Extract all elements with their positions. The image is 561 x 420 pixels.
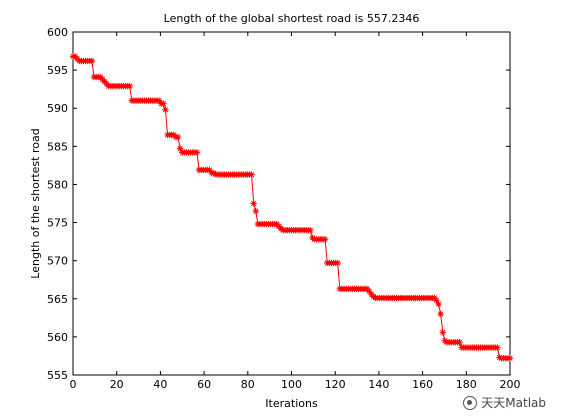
x-tick-label: 60 [197, 378, 211, 391]
y-tick-label: 580 [47, 178, 68, 191]
data-point [307, 226, 314, 234]
y-ticks: 555 560 565 570 575 580 585 590 595 600 [47, 26, 510, 382]
data-point [126, 82, 133, 90]
wechat-icon [463, 395, 478, 410]
data-point [162, 106, 169, 113]
y-tick-label: 600 [47, 26, 68, 39]
data-point [174, 133, 182, 141]
x-tick-label: 200 [500, 378, 521, 391]
y-tick-label: 595 [47, 64, 68, 77]
data-point [435, 300, 442, 308]
x-tick-label: 80 [241, 378, 255, 391]
plot-area [72, 31, 511, 376]
data-point [155, 97, 163, 104]
data-point [334, 259, 341, 267]
x-tick-label: 180 [456, 378, 477, 391]
y-tick-label: 565 [47, 293, 68, 306]
data-point [494, 344, 501, 351]
y-tick-label: 555 [47, 369, 68, 382]
data-point [250, 200, 257, 207]
watermark: 天天Matlab [460, 393, 549, 412]
y-tick-label: 560 [47, 331, 68, 344]
data-point [456, 339, 463, 346]
data-point [248, 171, 255, 178]
data-point [160, 100, 167, 107]
watermark-text: 天天Matlab [481, 396, 546, 410]
data-point [437, 310, 444, 318]
x-tick-label: 40 [153, 378, 167, 391]
x-axis-label: Iterations [265, 397, 318, 410]
x-tick-label: 120 [325, 378, 346, 391]
data-point [88, 57, 96, 65]
data-point [439, 329, 446, 336]
x-tick-label: 20 [110, 378, 124, 391]
y-axis-label: Length of the shortest road [29, 128, 42, 278]
series-markers [69, 53, 514, 362]
chart-title: Length of the global shortest road is 55… [164, 12, 420, 25]
x-tick-label: 140 [368, 378, 389, 391]
data-point [321, 236, 329, 243]
x-tick-label: 100 [281, 378, 302, 391]
y-tick-label: 570 [47, 255, 68, 268]
data-point [193, 149, 201, 156]
x-tick-label: 160 [412, 378, 433, 391]
y-tick-label: 575 [47, 217, 68, 230]
data-point [252, 207, 259, 215]
y-tick-label: 585 [47, 140, 68, 153]
y-tick-label: 590 [47, 102, 68, 115]
x-tick-label: 0 [70, 378, 77, 391]
data-point [506, 355, 514, 362]
x-ticks: 0 20 40 60 80 100 120 140 160 180 200 [70, 32, 521, 391]
